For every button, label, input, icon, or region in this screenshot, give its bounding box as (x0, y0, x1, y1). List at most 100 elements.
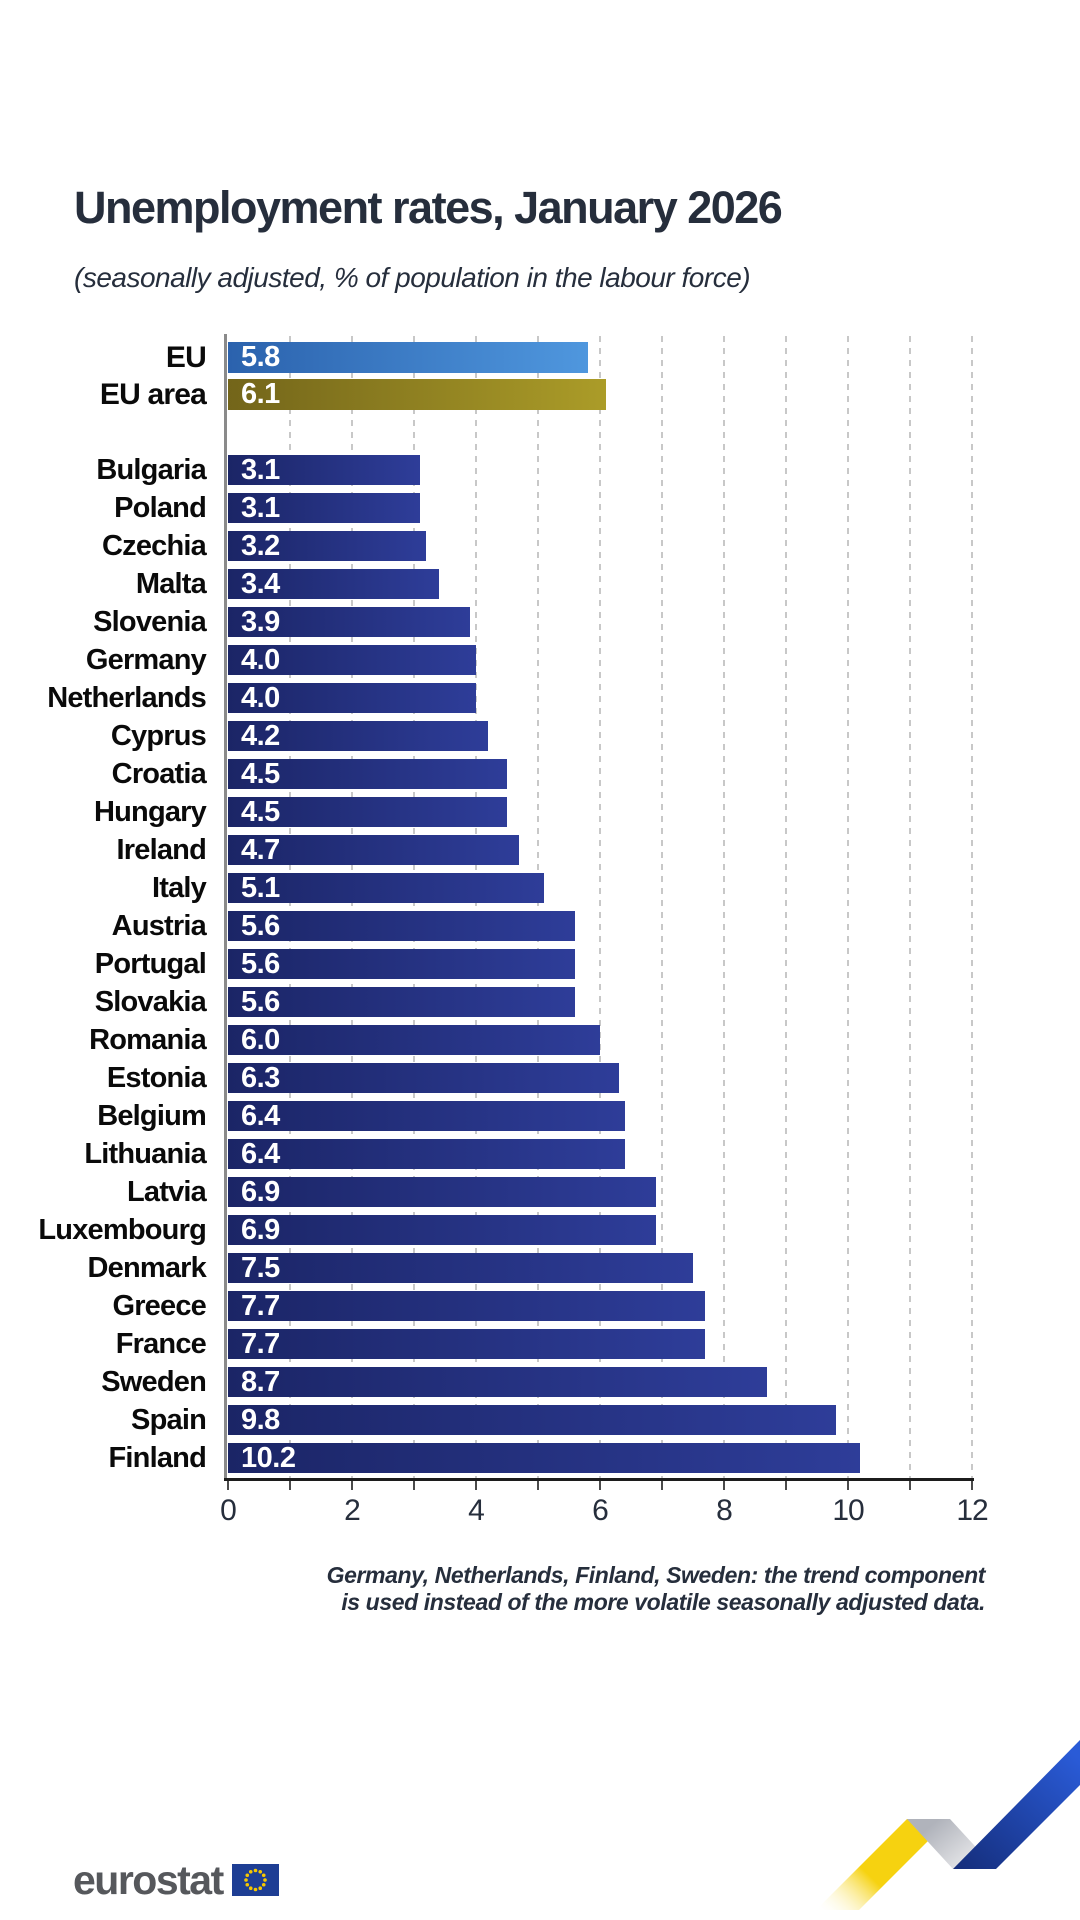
bar: 4.7 (228, 834, 520, 866)
bar: 4.5 (228, 759, 507, 789)
row-label: Cyprus (110, 720, 207, 752)
row-label: Netherlands (47, 682, 207, 714)
row-label: Slovenia (93, 606, 207, 638)
row-label: Germany (85, 644, 207, 676)
axis-tick (475, 1481, 477, 1490)
grid-line (351, 336, 353, 1478)
bar: 3.4 (228, 569, 439, 599)
value-label: 4.0 (241, 682, 280, 714)
axis-tick-label: 6 (592, 1494, 609, 1527)
x-axis-line (224, 1478, 974, 1481)
grid-line (723, 336, 725, 1478)
row-label: Malta (135, 568, 207, 600)
value-label: 5.8 (241, 341, 280, 373)
value-label: 5.1 (241, 872, 280, 904)
value-label: 7.5 (241, 1252, 280, 1284)
row-label: Denmark (87, 1252, 206, 1284)
row-label: Ireland (116, 834, 207, 866)
row-label: Greece (112, 1290, 206, 1322)
bar: 6.3 (228, 1063, 619, 1093)
flag-star (258, 1869, 262, 1874)
value-label: 4.5 (241, 758, 280, 790)
row-label: Spain (131, 1404, 207, 1436)
swoosh-blue-band (953, 1740, 1080, 1869)
bar: 4.0 (228, 645, 476, 675)
bar: 3.1 (228, 493, 421, 523)
eurostat-logo-text: eurostat (73, 1856, 224, 1903)
grid-line (599, 336, 601, 1478)
flag-star (253, 1868, 258, 1873)
grid-line (909, 336, 911, 1478)
axis-tick (909, 1481, 911, 1490)
bar: 5.6 (228, 949, 576, 979)
axis-tick-label: 0 (220, 1494, 237, 1527)
row-label: France (115, 1328, 207, 1360)
bar: 7.5 (228, 1253, 693, 1283)
value-label: 7.7 (241, 1328, 280, 1360)
value-label: 4.7 (241, 834, 280, 866)
bar: 6.4 (228, 1101, 625, 1131)
row-label: Lithuania (84, 1138, 206, 1170)
page-subtitle: (seasonally adjusted, % of population in… (74, 262, 751, 293)
value-label: 3.4 (241, 568, 280, 600)
value-label: 6.9 (241, 1176, 280, 1208)
axis-tick-label: 2 (344, 1494, 361, 1527)
row-label: Austria (111, 910, 207, 942)
value-label: 4.0 (241, 644, 280, 676)
axis-tick (289, 1481, 291, 1490)
bar: 7.7 (228, 1328, 706, 1360)
axis-tick-label: 12 (956, 1494, 988, 1527)
value-label: 3.9 (241, 606, 280, 638)
bar: 3.1 (228, 455, 421, 485)
row-label: Czechia (102, 530, 207, 562)
bar: 4.5 (228, 797, 507, 827)
value-label: 3.2 (241, 530, 280, 562)
axis-tick-label: 4 (468, 1494, 485, 1527)
value-label: 5.6 (241, 986, 280, 1018)
bar: 4.0 (228, 683, 476, 713)
grid-line (289, 336, 291, 1478)
row-label: Latvia (126, 1176, 207, 1208)
bar: 3.9 (228, 607, 470, 637)
bar: 9.8 (228, 1405, 836, 1435)
flag-star (261, 1882, 266, 1887)
axis-tick (661, 1481, 663, 1490)
grid-line (413, 336, 415, 1478)
bar: 5.6 (228, 911, 576, 941)
row-label: Hungary (93, 796, 207, 828)
row-label: Croatia (111, 758, 207, 790)
value-label: 4.5 (241, 796, 280, 828)
grid-line (785, 336, 787, 1478)
eurostat-logo: eurostat (73, 1856, 279, 1903)
bar: 5.8 (228, 342, 588, 373)
footnote-line-2: is used instead of the more volatile sea… (341, 1589, 985, 1615)
bar: 7.7 (228, 1290, 706, 1322)
axis-tick (351, 1481, 353, 1490)
row-label: EU (165, 341, 207, 374)
value-label: 6.1 (241, 378, 280, 410)
grid-line (971, 336, 973, 1478)
value-label: 8.7 (241, 1366, 280, 1398)
bar: 6.9 (228, 1177, 656, 1207)
value-label: 6.4 (241, 1100, 280, 1132)
axis-tick (785, 1481, 787, 1490)
grid-line (661, 336, 663, 1478)
bar: 5.6 (228, 986, 576, 1018)
y-axis-line (224, 334, 227, 1478)
footnote-line-1: Germany, Netherlands, Finland, Sweden: t… (326, 1562, 986, 1588)
value-label: 9.8 (241, 1404, 280, 1436)
axis-tick (537, 1481, 539, 1490)
value-label: 7.7 (241, 1290, 280, 1322)
axis-tick (971, 1481, 973, 1490)
row-label: Belgium (97, 1100, 207, 1132)
value-label: 10.2 (241, 1442, 296, 1474)
flag-star (245, 1873, 249, 1878)
bar: 6.9 (228, 1215, 656, 1245)
flag-star (248, 1869, 253, 1874)
row-label: Luxembourg (38, 1214, 206, 1246)
row-label: Poland (114, 492, 207, 524)
flag-star (261, 1873, 266, 1878)
footnote: Germany, Netherlands, Finland, Sweden: t… (326, 1562, 986, 1616)
row-label: Romania (89, 1024, 207, 1056)
